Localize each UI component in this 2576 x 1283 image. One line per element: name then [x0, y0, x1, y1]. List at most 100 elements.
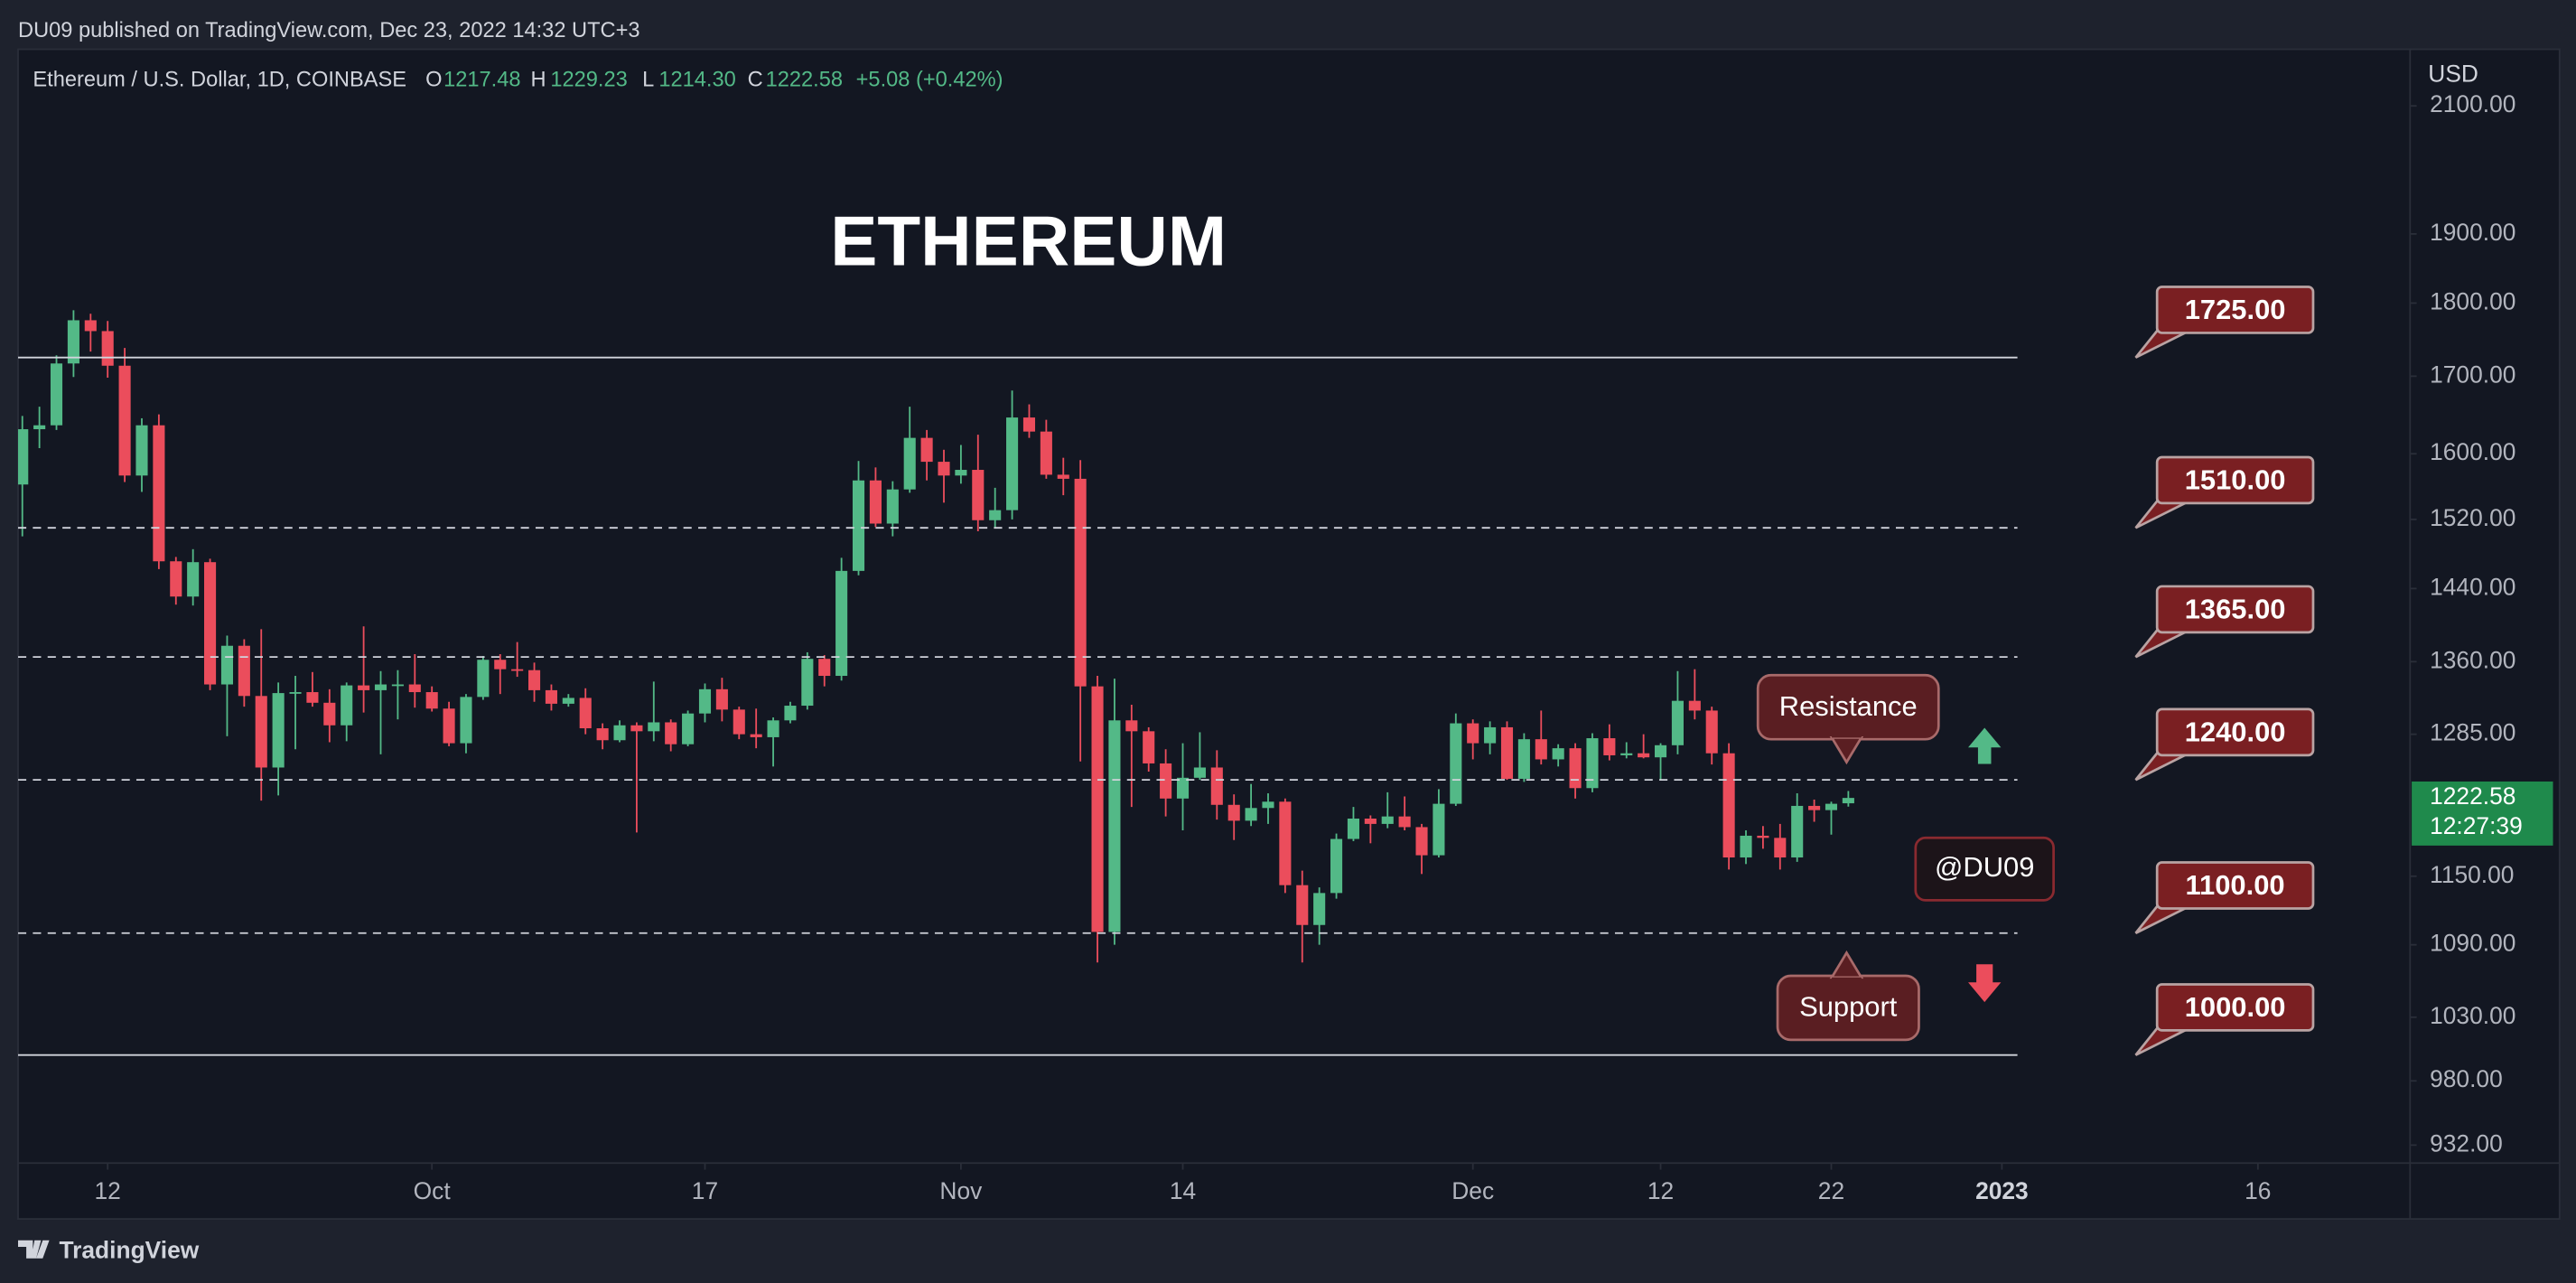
candle-body — [289, 692, 302, 694]
callout-box — [2155, 286, 2315, 334]
x-tick-label: 14 — [1170, 1177, 1196, 1204]
candle-body — [715, 688, 728, 710]
candle-body — [1688, 700, 1701, 711]
candle-body — [1347, 818, 1359, 839]
candle-body — [358, 685, 370, 690]
x-tick-label: 22 — [1818, 1177, 1844, 1204]
candle-body — [1740, 835, 1752, 858]
candle-body — [1074, 478, 1087, 687]
callout-label: 1365.00 — [2185, 593, 2286, 624]
candle-body — [1040, 431, 1052, 475]
candle-body — [477, 660, 490, 698]
candle-body — [1160, 763, 1172, 799]
candle-body — [18, 429, 29, 485]
callout-label: 1000.00 — [2185, 991, 2286, 1023]
candle-body — [972, 470, 985, 520]
candle-body — [1638, 753, 1650, 758]
candle-body — [323, 702, 336, 726]
candle-body — [1398, 816, 1411, 828]
candle-body — [1774, 838, 1787, 858]
candle-body — [1757, 835, 1769, 838]
legend-value: 1217.48 — [443, 68, 520, 91]
candle-body — [1022, 417, 1036, 432]
candle-body — [187, 562, 200, 597]
candle-body — [1364, 818, 1377, 824]
candle-body — [784, 706, 797, 721]
callout-box — [2155, 707, 2315, 757]
candle-body — [204, 562, 217, 685]
candle-body — [665, 722, 677, 745]
candle-body — [733, 709, 745, 735]
candle-body — [596, 728, 609, 741]
y-tick-label: 1900.00 — [2430, 219, 2515, 246]
candle-body — [1176, 777, 1190, 799]
candle-body — [1791, 805, 1804, 858]
candle-body — [1671, 700, 1684, 745]
candle-body — [341, 685, 353, 726]
candle-body — [579, 698, 592, 729]
price-axis-label: USD — [2428, 61, 2478, 88]
candle-body — [1825, 803, 1838, 810]
annotation: Resistance — [1779, 690, 1918, 722]
candle-body — [698, 688, 712, 714]
candle-body — [1535, 739, 1547, 760]
candle-body — [1705, 710, 1718, 754]
down-arrow — [1968, 964, 2002, 1003]
candle-body — [545, 689, 557, 704]
y-tick-label: 1150.00 — [2430, 861, 2514, 888]
change: +5.08 (+0.42%) — [856, 68, 1003, 91]
candle-body — [1586, 738, 1599, 789]
candle-body — [1313, 893, 1326, 925]
legend-value: 1229.23 — [550, 68, 627, 91]
candle-body — [1108, 720, 1121, 932]
legend-key: H — [530, 68, 546, 91]
y-tick-label: 1600.00 — [2430, 438, 2515, 465]
candle-body — [255, 696, 267, 768]
candle-body — [886, 489, 899, 524]
candle-body — [648, 722, 660, 732]
candle-body — [494, 660, 507, 670]
candle-body — [1193, 767, 1206, 778]
candle-body — [1210, 767, 1223, 805]
candle-body — [527, 670, 541, 690]
annotation-box — [1914, 836, 2055, 902]
legend-key: L — [642, 68, 654, 91]
countdown: 12:27:39 — [2430, 812, 2523, 839]
y-tick-label: 1700.00 — [2430, 361, 2515, 388]
candle-body — [50, 363, 63, 426]
x-tick-label: Dec — [1451, 1177, 1494, 1204]
candle-body — [1296, 885, 1309, 925]
candle-body — [511, 669, 524, 671]
legend-value: 1222.58 — [766, 68, 843, 91]
callout-box — [2155, 861, 2315, 910]
callout-label: 1240.00 — [2185, 716, 2286, 747]
candle-body — [1262, 801, 1274, 809]
candle-body — [408, 684, 421, 693]
candle-body — [306, 692, 319, 703]
candle-body — [153, 425, 165, 562]
candle-body — [869, 480, 882, 524]
candle-body — [238, 645, 250, 697]
candle-body — [1450, 723, 1462, 804]
candle-body — [1245, 808, 1257, 821]
annotation: Support — [1799, 991, 1898, 1023]
candle-body — [1381, 816, 1394, 824]
candle-body — [1654, 745, 1667, 758]
candle-body — [613, 725, 626, 741]
candle-body — [1467, 723, 1479, 744]
last-price-tag — [2412, 781, 2553, 846]
candle-body — [1722, 753, 1735, 858]
candle-body — [1227, 804, 1240, 821]
candle-body — [852, 480, 865, 571]
candle-body — [1279, 801, 1292, 885]
legend-key: O — [425, 68, 442, 91]
candle-body — [1603, 738, 1616, 755]
callout-box — [2155, 455, 2315, 505]
candle-body — [1057, 474, 1069, 479]
callout-box — [2155, 585, 2315, 634]
chart-title: ETHEREUM — [830, 201, 1227, 280]
candle-body — [170, 561, 182, 597]
legend-value: 1214.30 — [658, 68, 735, 91]
y-tick-label: 2100.00 — [2430, 90, 2515, 117]
